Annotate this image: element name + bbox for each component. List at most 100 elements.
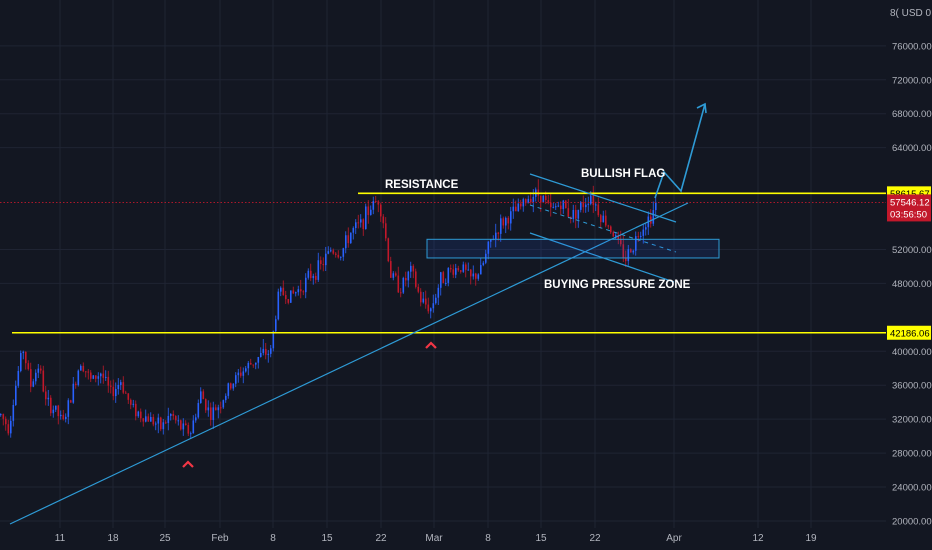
candle-body bbox=[245, 368, 247, 372]
candle-body bbox=[640, 235, 642, 237]
candle-body bbox=[357, 222, 360, 224]
candle-body bbox=[472, 273, 475, 277]
candle-body bbox=[240, 372, 242, 376]
date-tick-label: Mar bbox=[425, 533, 443, 544]
candle-body bbox=[122, 382, 125, 393]
candle-body bbox=[252, 364, 255, 366]
candle-body bbox=[40, 368, 42, 371]
candle-body bbox=[110, 385, 112, 387]
candle-body bbox=[430, 308, 432, 312]
candle-body bbox=[135, 403, 137, 417]
candle-body bbox=[360, 219, 362, 223]
candle-body bbox=[212, 407, 215, 420]
price-tick-label: 32000.00 bbox=[892, 415, 932, 426]
candle-body bbox=[622, 244, 625, 258]
date-axis[interactable]: 11 18 25 Feb 8 15 22 Mar 8 15 22 Apr 12 19 bbox=[55, 533, 817, 544]
candle-body bbox=[22, 351, 25, 354]
candle-body bbox=[197, 403, 200, 418]
candle-body bbox=[220, 407, 222, 409]
bullish-flag-label: BULLISH FLAG bbox=[581, 168, 665, 180]
candle-body bbox=[417, 286, 420, 292]
candle-body bbox=[557, 205, 560, 207]
date-tick-label: 22 bbox=[589, 533, 601, 544]
candle-body bbox=[530, 198, 532, 203]
candle-body bbox=[185, 423, 187, 426]
candle-body bbox=[575, 209, 577, 219]
candle-body bbox=[230, 383, 232, 389]
candle-body bbox=[380, 204, 382, 217]
candle-body bbox=[15, 385, 17, 405]
candle-body bbox=[465, 264, 467, 270]
candle-body bbox=[470, 269, 472, 277]
candle-body bbox=[582, 202, 585, 208]
bounce-marker bbox=[182, 460, 194, 468]
candle-body bbox=[350, 232, 352, 244]
candle-body bbox=[325, 253, 327, 266]
candle-body bbox=[180, 420, 182, 430]
candle-body bbox=[620, 239, 622, 245]
currency-label[interactable]: 8( USD 0 bbox=[890, 8, 932, 19]
candle-body bbox=[102, 373, 105, 378]
price-tick-label: 76000.00 bbox=[892, 41, 932, 52]
candle-body bbox=[412, 265, 415, 272]
candle-body bbox=[282, 287, 285, 296]
candle-body bbox=[290, 290, 292, 303]
candle-body bbox=[277, 291, 280, 320]
candle-body bbox=[327, 251, 330, 254]
candle-body bbox=[322, 264, 325, 266]
candle-body bbox=[315, 275, 317, 280]
candle-body bbox=[297, 289, 300, 293]
date-tick-label: 18 bbox=[107, 533, 119, 544]
rising-trendline[interactable] bbox=[9, 202, 689, 525]
candle-body bbox=[555, 206, 557, 208]
candle-body bbox=[332, 250, 335, 254]
candle-body bbox=[510, 211, 512, 224]
candle-body bbox=[182, 423, 185, 430]
current-price-tag[interactable] bbox=[887, 194, 931, 222]
candle-body bbox=[625, 257, 627, 262]
candle-body bbox=[370, 209, 372, 215]
candle-body bbox=[515, 206, 517, 212]
candle-body bbox=[77, 370, 80, 385]
candle-body bbox=[630, 249, 632, 253]
flag-midline bbox=[529, 204, 677, 253]
candle-body bbox=[95, 375, 97, 379]
buying-pressure-zone[interactable] bbox=[426, 238, 720, 259]
bar-countdown: 03:56:50 bbox=[890, 209, 927, 220]
candle-body bbox=[172, 413, 175, 417]
candle-body bbox=[615, 235, 617, 237]
buying-pressure-zone-label: BUYING PRESSURE ZONE bbox=[544, 279, 691, 291]
candle-body bbox=[190, 433, 192, 435]
projection-arrowhead bbox=[696, 102, 707, 114]
candle-body bbox=[195, 417, 197, 421]
candle-body bbox=[30, 369, 32, 387]
candle-body bbox=[597, 204, 600, 216]
candle-body bbox=[655, 202, 657, 211]
candle-body bbox=[520, 203, 522, 207]
price-axis[interactable]: 76000.00 72000.00 68000.00 64000.00 52000.00… bbox=[887, 41, 932, 528]
candle-body bbox=[125, 392, 127, 394]
candle-body bbox=[375, 201, 377, 203]
candle-body bbox=[405, 277, 407, 281]
candle-body bbox=[395, 273, 397, 276]
candle-body bbox=[242, 371, 245, 376]
projection-path[interactable] bbox=[654, 103, 706, 199]
support-price-tag[interactable] bbox=[887, 325, 931, 340]
candle-body bbox=[480, 265, 482, 275]
candle-body bbox=[445, 282, 447, 284]
candle-body bbox=[142, 418, 145, 422]
candle-body bbox=[87, 371, 90, 373]
candle-body bbox=[400, 292, 402, 294]
candle-body bbox=[167, 415, 170, 423]
candle-body bbox=[235, 375, 237, 384]
flag-upper-line[interactable] bbox=[529, 173, 677, 223]
candle-body bbox=[237, 372, 240, 376]
candle-body bbox=[175, 416, 177, 421]
candle-body bbox=[460, 270, 462, 272]
candle-body bbox=[97, 376, 100, 379]
candle-body bbox=[47, 397, 50, 400]
candle-body bbox=[365, 206, 367, 230]
candle-body bbox=[505, 217, 507, 226]
candle-body bbox=[367, 206, 370, 215]
